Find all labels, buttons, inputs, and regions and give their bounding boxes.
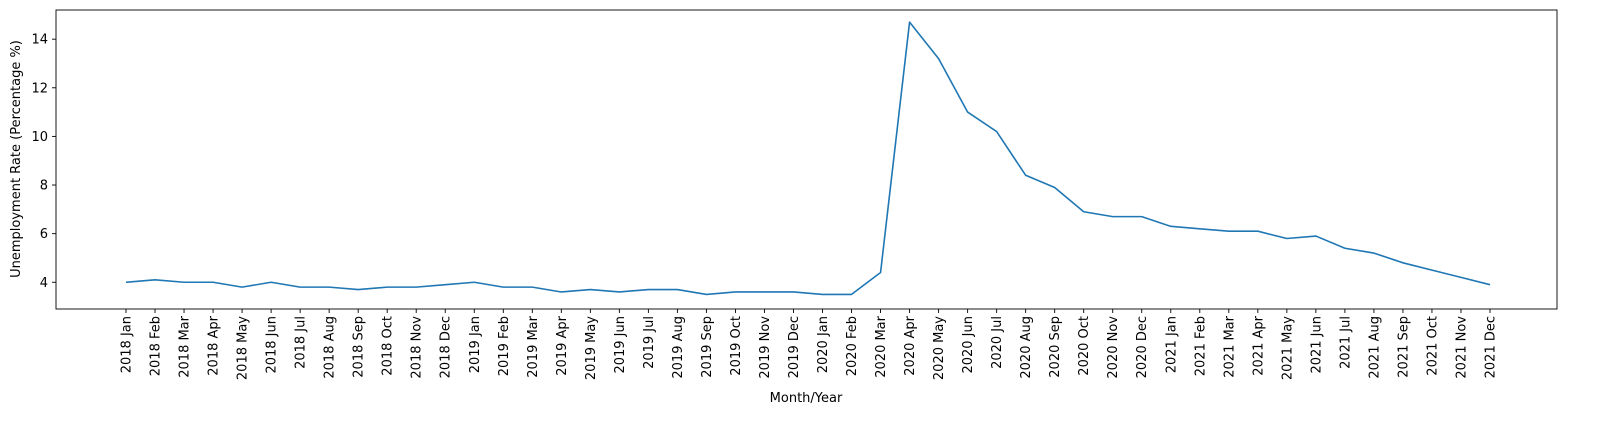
plot-frame (55, 9, 1558, 310)
x-tick-label: 2018 May (236, 316, 251, 380)
x-tick-label: 2021 Aug (1367, 316, 1382, 379)
y-tick-label: 6 (40, 227, 48, 242)
x-tick-label: 2019 Jul (642, 316, 657, 369)
x-tick-label: 2020 Mar (874, 315, 889, 377)
x-tick-label: 2020 May (932, 316, 947, 380)
x-tick-label: 2019 Nov (758, 316, 773, 379)
x-axis-label: Month/Year (770, 391, 843, 406)
series-line (125, 21, 1491, 296)
x-tick-label: 2018 Sep (352, 316, 367, 378)
x-tick-label: 2021 Jan (1164, 316, 1179, 373)
x-tick-label: 2019 May (584, 316, 599, 380)
x-tick-label: 2019 Sep (700, 316, 715, 378)
y-tick-label: 14 (31, 33, 48, 48)
x-tick-label: 2018 Dec (439, 316, 454, 378)
x-tick-label: 2021 Sep (1396, 316, 1411, 378)
x-tick-label: 2018 Feb (149, 316, 164, 376)
x-tick-label: 2019 Jan (468, 316, 483, 373)
x-tick-label: 2021 Mar (1222, 315, 1237, 377)
y-tick-label: 12 (31, 81, 48, 96)
x-tick-label: 2019 Dec (787, 316, 802, 378)
x-tick-label: 2019 Mar (526, 315, 541, 377)
x-tick-label: 2020 Jan (816, 316, 831, 373)
y-tick-label: 8 (40, 179, 48, 194)
x-tick-label: 2021 Feb (1193, 316, 1208, 376)
x-axis: 2018 Jan 2018 Feb 2018 Mar 2018 Apr 2018 May… (120, 309, 1499, 380)
y-axis-label: Unemployment Rate (Percentage %) (9, 40, 24, 278)
x-tick-label: 2020 Jun (961, 316, 976, 374)
x-tick-label: 2018 Nov (410, 316, 425, 379)
x-tick-label: 2018 Jan (120, 316, 135, 373)
y-tick-label: 10 (31, 130, 48, 145)
x-tick-label: 2018 Apr (207, 315, 222, 375)
x-tick-label: 2021 May (1280, 316, 1295, 380)
x-tick-label: 2018 Mar (178, 315, 193, 377)
x-tick-label: 2020 Dec (1135, 316, 1150, 378)
x-tick-label: 2018 Oct (381, 316, 396, 376)
x-tick-label: 2018 Aug (323, 316, 338, 379)
x-tick-label: 2020 Feb (845, 316, 860, 376)
x-tick-label: 2020 Jul (990, 316, 1005, 369)
x-tick-label: 2021 Jul (1338, 316, 1353, 369)
x-tick-label: 2018 Jul (294, 316, 309, 369)
x-tick-label: 2019 Apr (555, 315, 570, 375)
x-tick-label: 2020 Apr (903, 315, 918, 375)
x-tick-label: 2021 Apr (1251, 315, 1266, 375)
x-tick-label: 2020 Aug (1019, 316, 1034, 379)
x-tick-label: 2019 Jun (613, 316, 628, 374)
x-tick-label: 2020 Sep (1048, 316, 1063, 378)
x-tick-label: 2021 Nov (1454, 316, 1469, 379)
x-tick-label: 2019 Aug (671, 316, 686, 379)
y-axis: 4 6 8 10 12 14 (31, 33, 56, 291)
x-tick-label: 2021 Jun (1309, 316, 1324, 374)
x-tick-label: 2018 Jun (265, 316, 280, 374)
y-tick-label: 4 (40, 276, 48, 291)
x-tick-label: 2020 Oct (1077, 316, 1092, 376)
x-tick-label: 2019 Oct (729, 316, 744, 376)
plot-area (55, 9, 1558, 310)
x-tick-label: 2021 Oct (1425, 316, 1440, 376)
x-tick-label: 2020 Nov (1106, 316, 1121, 379)
x-tick-label: 2019 Feb (497, 316, 512, 376)
x-tick-label: 2021 Dec (1484, 316, 1499, 378)
